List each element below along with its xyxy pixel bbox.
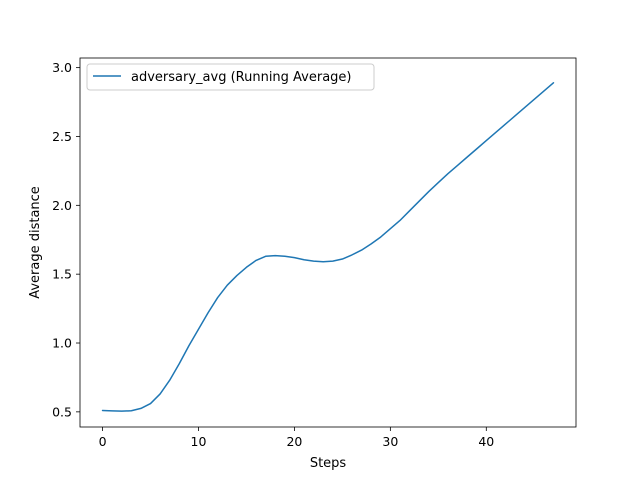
series-line-0: [101, 82, 555, 412]
y-tick-label: 3.0: [52, 60, 72, 75]
y-tick-label: 2.0: [52, 198, 72, 213]
y-tick-label: 1.5: [52, 267, 72, 282]
plot-area: [101, 82, 555, 412]
axes-frame: [79, 57, 577, 428]
x-tick-label: 0: [99, 434, 107, 449]
legend: adversary_avg (Running Average): [86, 63, 375, 91]
y-tick-label: 0.5: [52, 404, 72, 419]
y-tick-label: 1.0: [52, 336, 72, 351]
x-tick-label: 10: [191, 434, 207, 449]
x-axis-label: Steps: [310, 456, 347, 471]
x-tick-label: 20: [286, 434, 302, 449]
x-tick-label: 40: [478, 434, 494, 449]
legend-label: adversary_avg (Running Average): [131, 70, 352, 85]
y-tick-label: 2.5: [52, 129, 72, 144]
axes: 0 10 20 30 40 0.5 1.0 1.5 2.0 2.5 3.0: [52, 57, 577, 449]
x-tick-label: 30: [382, 434, 398, 449]
y-axis-label: Average distance: [28, 186, 43, 299]
legend-box: [86, 63, 375, 91]
